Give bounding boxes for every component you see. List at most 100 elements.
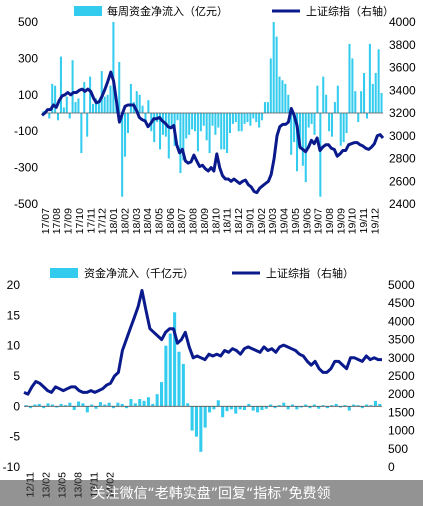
- bar-1-98: [328, 113, 331, 132]
- x-tick-1-1: 17/08: [51, 208, 63, 234]
- x-tick-1-10: 18/05: [154, 208, 166, 234]
- bar-1-102: [339, 113, 342, 146]
- y-right-tick-2-3: 3500: [388, 333, 415, 347]
- y-right-tick-2-1: 4500: [388, 296, 415, 310]
- bar-1-15: [86, 113, 89, 137]
- legend-swatch-fund-flow-2: [50, 268, 78, 278]
- bar-1-4: [54, 85, 57, 113]
- bar-1-104: [345, 113, 348, 134]
- bar-2-64: [304, 404, 308, 407]
- y-left-tick-1-4: -300: [14, 161, 38, 175]
- bar-1-73: [255, 113, 258, 123]
- bar-1-65: [231, 113, 234, 124]
- bar-2-69: [325, 406, 329, 409]
- chart1-bars: [42, 22, 383, 197]
- bar-2-78: [365, 404, 369, 407]
- bar-1-23: [109, 85, 112, 113]
- bar-1-47: [179, 113, 182, 174]
- y-right-tick-1-1: 3800: [389, 38, 416, 52]
- x-tick-1-11: 18/06: [165, 208, 177, 234]
- bar-2-70: [330, 405, 334, 407]
- bar-1-58: [211, 113, 214, 126]
- bar-2-53: [256, 406, 260, 413]
- bar-1-75: [261, 113, 264, 121]
- bar-1-11: [74, 102, 77, 113]
- y-left-tick-2-0: 20: [7, 278, 21, 292]
- bar-2-66: [312, 404, 316, 407]
- y-right-tick-2-8: 1000: [388, 424, 415, 438]
- bar-2-54: [260, 406, 264, 410]
- chart1-right-axis: 4000 3800 3600 3400 3200 3000 2800 2600 2400: [389, 15, 416, 211]
- bar-1-24: [112, 22, 115, 113]
- bar-1-94: [316, 85, 319, 113]
- bar-1-27: [121, 113, 124, 197]
- bar-1-57: [208, 113, 211, 154]
- chart2-bars: [24, 312, 382, 452]
- bar-1-19: [97, 102, 100, 113]
- bar-1-50: [188, 113, 191, 135]
- chart1-index-line: [41, 70, 385, 195]
- bar-1-82: [281, 80, 284, 113]
- x-tick-1-3: 17/10: [74, 208, 86, 234]
- bar-2-38: [190, 406, 194, 431]
- bar-2-4: [42, 406, 46, 409]
- bar-2-19: [107, 402, 111, 407]
- bar-1-70: [246, 113, 249, 123]
- y-right-tick-2-2: 4000: [388, 314, 415, 328]
- y-left-tick-1-2: 100: [18, 88, 38, 102]
- bar-1-99: [330, 113, 334, 137]
- bar-1-64: [228, 113, 232, 134]
- bar-2-34: [173, 312, 177, 407]
- bar-2-14: [85, 406, 89, 413]
- bar-2-80: [373, 400, 377, 407]
- bar-1-113: [371, 83, 374, 113]
- y-right-tick-1-3: 3400: [389, 83, 416, 97]
- bar-1-84: [287, 94, 290, 113]
- y-right-tick-1-0: 4000: [389, 15, 416, 29]
- bar-1-76: [263, 102, 266, 113]
- y-left-tick-2-5: -5: [9, 430, 20, 444]
- bar-1-0: [42, 111, 45, 113]
- watermark-text: 关注微信“老韩实盘”回复“指标”免费领: [91, 485, 330, 502]
- bar-2-37: [186, 403, 190, 407]
- y-right-tick-1-5: 3000: [389, 129, 416, 143]
- bar-2-47: [229, 406, 233, 410]
- bar-1-29: [126, 113, 129, 134]
- bar-2-77: [360, 406, 364, 409]
- x-tick-1-21: 19/04: [279, 208, 291, 234]
- bar-1-62: [223, 113, 226, 150]
- x-tick-1-24: 19/07: [313, 208, 325, 234]
- bar-1-13: [80, 113, 83, 154]
- bar-2-65: [308, 406, 312, 409]
- bar-2-5: [46, 403, 50, 407]
- chart1-x-axis: 17/07 17/08 17/09 17/10 17/11 17/12 18/01 18/02…: [40, 208, 382, 234]
- bar-2-17: [98, 402, 102, 407]
- bar-1-116: [380, 92, 383, 113]
- x-tick-1-2: 17/09: [63, 208, 75, 234]
- bar-2-52: [251, 406, 255, 411]
- bar-2-57: [273, 406, 277, 409]
- bar-1-103: [342, 113, 345, 143]
- bar-2-23: [125, 406, 129, 409]
- bar-1-48: [182, 113, 185, 161]
- bar-1-106: [351, 58, 354, 113]
- bar-1-71: [249, 113, 252, 126]
- y-left-tick-2-4: 0: [13, 399, 20, 413]
- bar-2-75: [352, 404, 356, 407]
- bar-2-49: [238, 406, 242, 410]
- bar-2-79: [369, 405, 373, 407]
- bar-2-46: [225, 406, 229, 412]
- bar-1-93: [313, 113, 316, 135]
- x-tick-1-12: 18/07: [176, 208, 188, 234]
- bar-2-55: [264, 406, 268, 409]
- bar-1-34: [141, 105, 144, 113]
- x-tick-1-6: 18/01: [108, 208, 120, 234]
- bar-2-13: [81, 403, 85, 407]
- bar-1-5: [57, 113, 60, 121]
- y-right-tick-1-7: 2600: [389, 174, 416, 188]
- x-tick-1-19: 19/02: [256, 208, 268, 234]
- chart2-left-axis: 20 15 10 5 0 -5 -10: [3, 278, 21, 474]
- bar-2-68: [321, 405, 325, 407]
- bar-2-81: [378, 403, 382, 407]
- bar-2-58: [277, 405, 281, 407]
